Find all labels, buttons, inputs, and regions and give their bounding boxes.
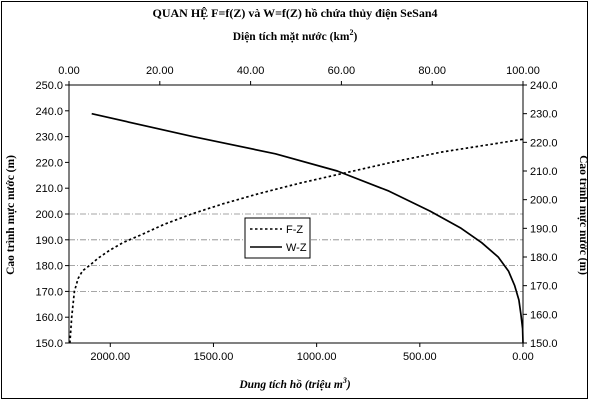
right-tick-label: 150.0	[530, 338, 558, 350]
right-tick-label: 180.0	[530, 252, 558, 264]
series-line-f-z	[69, 138, 524, 344]
left-tick-label: 160.0	[35, 312, 63, 324]
bottom-tick-label: 1500.00	[194, 351, 234, 363]
top-tick-label: 40.00	[237, 65, 265, 77]
left-tick-label: 200.0	[35, 209, 63, 221]
right-y-axis-label: Cao trình mực nước (m)	[577, 155, 589, 275]
legend: F-Z W-Z	[244, 217, 311, 259]
bottom-tick-label: 2000.00	[90, 351, 130, 363]
left-tick-label: 170.0	[35, 286, 63, 298]
left-tick-label: 180.0	[35, 261, 63, 273]
right-tick-label: 230.0	[530, 109, 558, 121]
bottom-tick-label: 0.00	[512, 351, 533, 363]
left-tick-label: 210.0	[35, 183, 63, 195]
top-tick-label: 0.00	[58, 65, 79, 77]
series-line-w-z	[91, 112, 524, 344]
legend-label-w-z: W-Z	[286, 242, 307, 254]
left-y-axis-label: Cao trình mực nước (m)	[5, 155, 17, 275]
right-tick-label: 170.0	[530, 281, 558, 293]
top-tick-label: 80.00	[418, 65, 446, 77]
right-y-axis: 150.0 160.0 170.0 180.0 190.0 200.0 210.0 220.0…	[523, 80, 558, 350]
bottom-x-axis: 2000.00 1500.00 1000.00 500.00 0.00	[90, 343, 534, 363]
left-tick-label: 220.0	[35, 157, 63, 169]
right-tick-label: 210.0	[530, 166, 558, 178]
series-layer	[69, 112, 524, 344]
gridlines	[69, 213, 523, 292]
left-tick-label: 230.0	[35, 132, 63, 144]
legend-label-f-z: F-Z	[286, 224, 303, 236]
left-tick-label: 190.0	[35, 235, 63, 247]
right-tick-label: 190.0	[530, 223, 558, 235]
top-tick-label: 20.00	[146, 65, 174, 77]
left-tick-label: 250.0	[35, 80, 63, 92]
legend-box	[244, 217, 311, 259]
top-x-axis-label: Diện tích mặt nước (km2)	[233, 28, 358, 43]
right-tick-label: 160.0	[530, 309, 558, 321]
top-tick-label: 60.00	[328, 65, 356, 77]
top-tick-label: 100.00	[506, 65, 540, 77]
bottom-x-axis-label: Dung tích hồ (triệu m3)	[238, 376, 351, 391]
right-tick-label: 240.0	[530, 80, 558, 92]
right-tick-label: 220.0	[530, 137, 558, 149]
bottom-tick-label: 1000.00	[297, 351, 337, 363]
right-tick-label: 200.0	[530, 195, 558, 207]
top-x-axis: 0.00 20.00 40.00 60.00 80.00 100.00	[58, 65, 540, 85]
chart-title: QUAN HỆ F=f(Z) và W=f(Z) hồ chứa thủy đi…	[152, 6, 437, 20]
left-tick-label: 150.0	[35, 338, 63, 350]
left-tick-label: 240.0	[35, 106, 63, 118]
left-y-axis: 150.0 160.0 170.0 180.0 190.0 200.0 210.0 220.0…	[35, 80, 69, 350]
bottom-tick-label: 500.00	[403, 351, 437, 363]
